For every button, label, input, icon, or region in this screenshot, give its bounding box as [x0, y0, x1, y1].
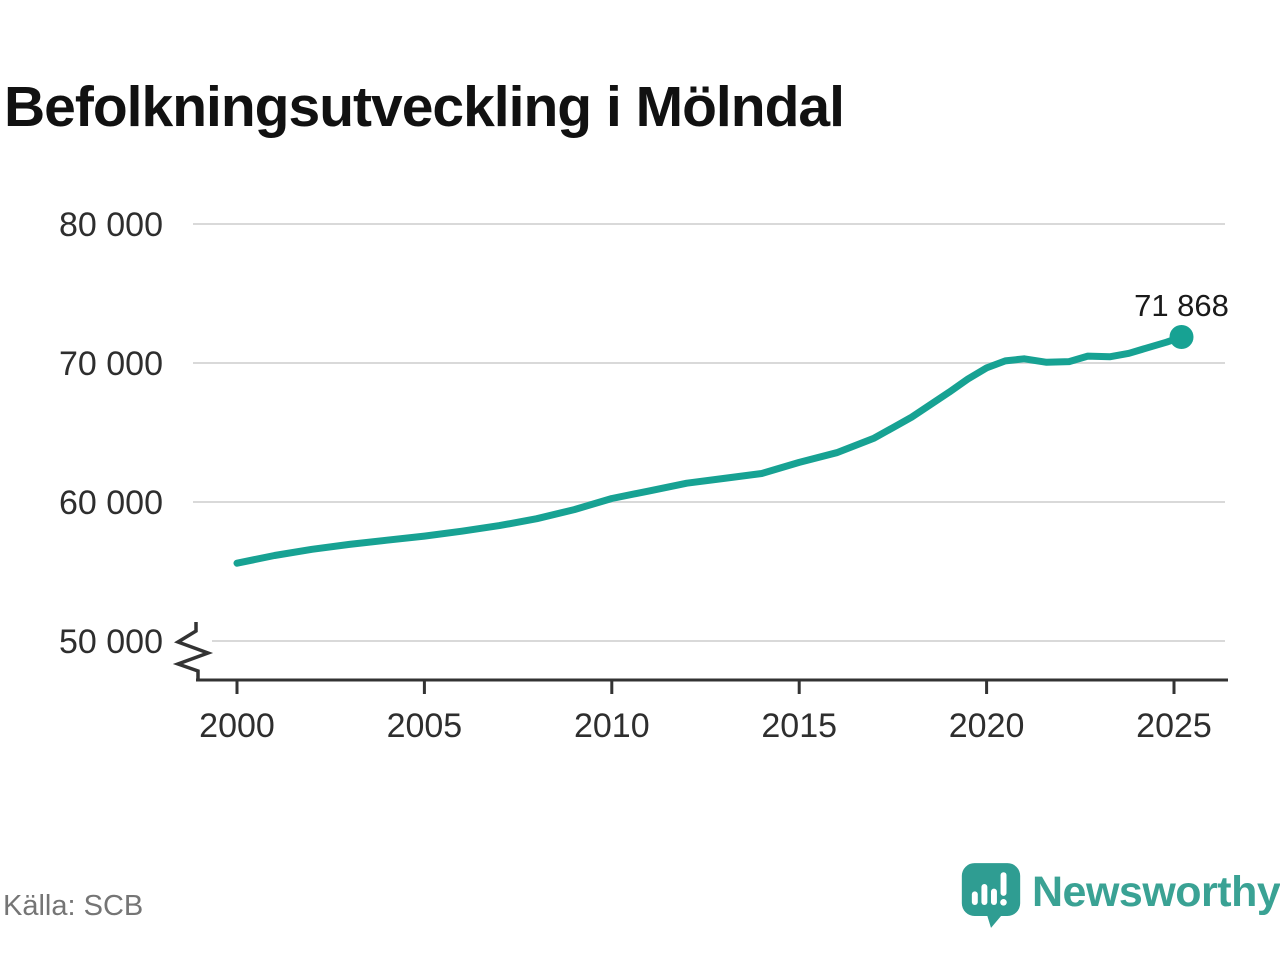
svg-text:60 000: 60 000 [59, 484, 163, 522]
newsworthy-logo: Newsworthy [960, 860, 1280, 930]
svg-text:80 000: 80 000 [59, 206, 163, 244]
page-title: Befolkningsutveckling i Mölndal [4, 75, 845, 140]
svg-text:2000: 2000 [199, 707, 275, 745]
newsworthy-wordmark: Newsworthy [1032, 867, 1280, 916]
svg-text:71 868: 71 868 [1134, 288, 1229, 323]
svg-text:70 000: 70 000 [59, 345, 163, 383]
svg-text:2015: 2015 [761, 707, 837, 745]
svg-text:50 000: 50 000 [59, 623, 163, 661]
source-label: Källa: SCB [3, 890, 144, 922]
svg-text:2010: 2010 [574, 707, 650, 745]
svg-text:2005: 2005 [387, 707, 463, 745]
newsworthy-icon [961, 863, 1021, 928]
svg-text:2025: 2025 [1136, 707, 1212, 745]
svg-text:2020: 2020 [949, 707, 1025, 745]
